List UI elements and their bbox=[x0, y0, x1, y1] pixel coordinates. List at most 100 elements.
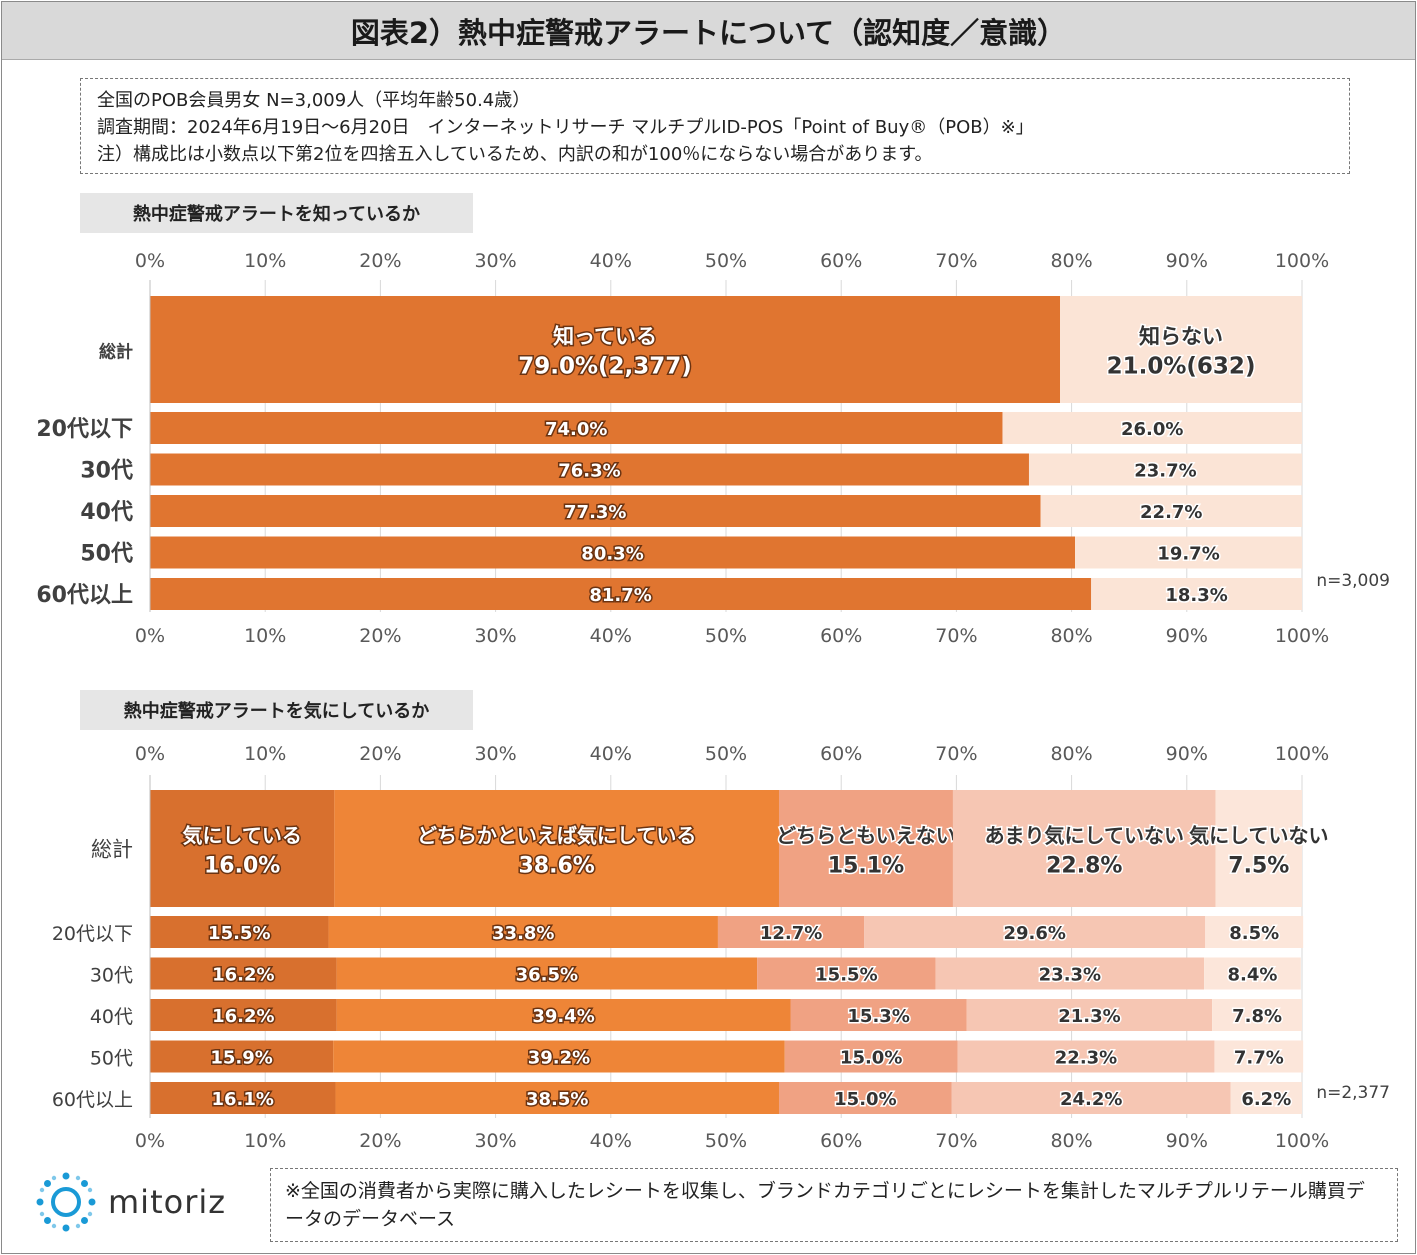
data-label: 79.0%(2,377) bbox=[518, 354, 692, 380]
bar-segment bbox=[784, 1040, 958, 1073]
data-label: 15.0% bbox=[834, 1089, 896, 1110]
bar-segment bbox=[864, 916, 1206, 948]
bar-segment bbox=[1091, 578, 1302, 610]
data-label: 8.5% bbox=[1229, 923, 1279, 944]
bar-segment bbox=[778, 1082, 952, 1114]
axis-tick-label-bottom: 20% bbox=[359, 625, 401, 647]
data-label: 22.7% bbox=[1140, 502, 1202, 523]
data-label: 26.0% bbox=[1121, 419, 1183, 440]
data-label: 15.5% bbox=[208, 923, 270, 944]
data-label: 15.3% bbox=[847, 1006, 909, 1027]
data-label: 76.3% bbox=[558, 461, 620, 482]
data-label: 16.1% bbox=[212, 1089, 274, 1110]
axis-tick-label-top: 90% bbox=[1166, 250, 1208, 272]
category-label: 30代 bbox=[90, 965, 133, 987]
data-label: 24.2% bbox=[1060, 1089, 1122, 1110]
axis-tick-label-top: 100% bbox=[1275, 250, 1329, 272]
chart-1-title: 熱中症警戒アラートを知っているか bbox=[80, 193, 473, 233]
bar-segment bbox=[1212, 999, 1302, 1031]
axis-tick-label-top: 40% bbox=[590, 743, 632, 765]
axis-tick-label-bottom: 90% bbox=[1166, 1130, 1208, 1152]
data-label: 23.3% bbox=[1039, 965, 1101, 986]
bar-segment bbox=[150, 1040, 334, 1073]
axis-tick-label-top: 20% bbox=[359, 743, 401, 765]
data-label: 38.5% bbox=[526, 1089, 588, 1110]
data-label: 74.0% bbox=[545, 419, 607, 440]
data-label: 39.2% bbox=[528, 1048, 590, 1069]
axis-tick-label-top: 10% bbox=[244, 743, 286, 765]
axis-tick-label-bottom: 0% bbox=[135, 1130, 165, 1152]
category-label: 60代以上 bbox=[36, 583, 133, 608]
category-label: 40代 bbox=[80, 500, 133, 525]
data-label: 15.1% bbox=[828, 854, 904, 879]
bar-segment bbox=[150, 495, 1041, 527]
bar-segment bbox=[334, 790, 779, 907]
data-label: 15.0% bbox=[840, 1048, 902, 1069]
axis-tick-label-bottom: 80% bbox=[1050, 625, 1092, 647]
note-line-2: 調査期間：2024年6月19日～6月20日 インターネットリサーチ マルチプルI… bbox=[97, 117, 1034, 138]
bar-segment bbox=[336, 999, 791, 1031]
axis-tick-label-bottom: 60% bbox=[820, 1130, 862, 1152]
survey-notes: 全国のPOB会員男女 N=3,009人（平均年齢50.4歳） 調査期間：2024… bbox=[80, 78, 1350, 174]
bar-segment bbox=[150, 1082, 336, 1114]
data-label: 81.7% bbox=[589, 585, 651, 606]
axis-tick-label-top: 60% bbox=[820, 250, 862, 272]
bar-segment bbox=[150, 916, 329, 948]
data-label: 16.2% bbox=[212, 1006, 274, 1027]
axis-tick-label-bottom: 10% bbox=[244, 625, 286, 647]
data-label: 38.6% bbox=[518, 854, 594, 879]
data-label: 16.0% bbox=[204, 854, 280, 879]
data-label: 15.9% bbox=[210, 1048, 272, 1069]
axis-tick-label-bottom: 40% bbox=[590, 625, 632, 647]
category-label: 20代以下 bbox=[52, 923, 133, 945]
bar-segment bbox=[1204, 957, 1301, 990]
bar-segment bbox=[1205, 916, 1304, 948]
axis-tick-label-top: 70% bbox=[935, 250, 977, 272]
bar-segment bbox=[935, 957, 1205, 990]
page-title: 図表2）熱中症警戒アラートについて（認知度／意識） bbox=[2, 2, 1415, 60]
bar-segment bbox=[966, 999, 1213, 1031]
bar-segment bbox=[150, 412, 1003, 444]
axis-tick-label-bottom: 100% bbox=[1275, 625, 1329, 647]
axis-tick-label-top: 0% bbox=[135, 250, 165, 272]
bar-segment bbox=[778, 790, 953, 907]
data-label: 39.4% bbox=[532, 1006, 594, 1027]
axis-tick-label-bottom: 30% bbox=[474, 625, 516, 647]
data-label: 21.3% bbox=[1058, 1006, 1120, 1027]
series-label: 気にしていない bbox=[1189, 824, 1328, 848]
axis-tick-label-top: 20% bbox=[359, 250, 401, 272]
bar-segment bbox=[333, 1040, 785, 1073]
data-label: 8.4% bbox=[1228, 965, 1278, 986]
data-label: 7.5% bbox=[1228, 854, 1289, 879]
bar-segment bbox=[1214, 1040, 1304, 1073]
data-label: 18.3% bbox=[1165, 585, 1227, 606]
axis-tick-label-bottom: 40% bbox=[590, 1130, 632, 1152]
category-label: 60代以上 bbox=[52, 1089, 133, 1111]
axis-tick-label-top: 10% bbox=[244, 250, 286, 272]
data-label: 19.7% bbox=[1157, 544, 1219, 565]
category-label: 総計 bbox=[99, 342, 133, 363]
bar-segment bbox=[757, 957, 936, 990]
bar-segment bbox=[957, 1040, 1215, 1073]
data-label: 36.5% bbox=[516, 965, 578, 986]
axis-tick-label-top: 60% bbox=[820, 743, 862, 765]
chart-concern: 0% 0% 10% 10% 20% 20% 30% 30% 40% 40% 50% 50% 60% 60%… bbox=[52, 743, 1390, 1152]
series-label: 気にしている bbox=[182, 824, 301, 848]
bar-segment bbox=[150, 536, 1076, 569]
axis-tick-label-bottom: 50% bbox=[705, 1130, 747, 1152]
data-label: 12.7% bbox=[760, 923, 822, 944]
axis-tick-label-bottom: 70% bbox=[935, 1130, 977, 1152]
bar-segment bbox=[335, 1082, 779, 1114]
axis-tick-label-top: 80% bbox=[1050, 250, 1092, 272]
data-label: 29.6% bbox=[1004, 923, 1066, 944]
bar-segment bbox=[150, 296, 1061, 403]
category-label: 40代 bbox=[90, 1006, 133, 1028]
category-label: 30代 bbox=[80, 459, 133, 484]
note-line-3: 注）構成比は小数点以下第2位を四捨五入しているため、内訳の和が100％にならない… bbox=[97, 144, 933, 165]
mitoriz-logo: mitoriz bbox=[34, 1172, 264, 1232]
data-label: 6.2% bbox=[1241, 1089, 1291, 1110]
logo-text: mitoriz bbox=[108, 1183, 227, 1221]
data-label: 77.3% bbox=[564, 502, 626, 523]
